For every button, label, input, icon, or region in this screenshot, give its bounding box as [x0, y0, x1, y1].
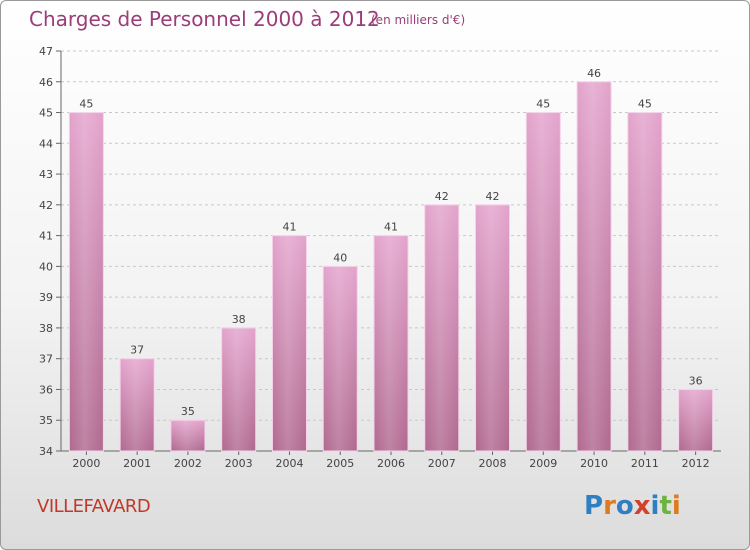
- y-tick-label: 42: [39, 199, 53, 212]
- x-tick-label: 2003: [225, 457, 253, 470]
- x-tick-label: 2000: [72, 457, 100, 470]
- x-tick-label: 2010: [580, 457, 608, 470]
- x-tick-label: 2006: [377, 457, 405, 470]
- logo-letter: i: [671, 491, 681, 521]
- y-tick-label: 43: [39, 168, 53, 181]
- y-tick-label: 36: [39, 383, 53, 396]
- bar-shine: [424, 204, 459, 451]
- y-tick-label: 40: [39, 260, 53, 273]
- labels: 34 35 36 37 38 39 40 41 42 43 44 45 46 47 2000 45 2001 37…: [39, 45, 710, 470]
- bar-shine: [627, 112, 662, 452]
- data-label: 41: [282, 221, 296, 234]
- proxiti-logo: Proxiti: [584, 491, 681, 521]
- bar-shine: [272, 235, 307, 451]
- bar-shine: [323, 266, 358, 451]
- y-tick-label: 34: [39, 445, 53, 458]
- commune-name: VILLEFAVARD: [37, 496, 151, 517]
- data-label: 37: [130, 344, 144, 357]
- data-label: 45: [638, 98, 652, 111]
- data-label: 45: [536, 98, 550, 111]
- logo-letter: x: [633, 491, 651, 521]
- bar-shine: [678, 389, 713, 451]
- x-tick-label: 2007: [428, 457, 456, 470]
- x-tick-label: 2008: [479, 457, 507, 470]
- y-tick-label: 44: [39, 137, 53, 150]
- unit-note: (en milliers d'€): [371, 13, 466, 27]
- x-tick-label: 2001: [123, 457, 151, 470]
- y-tick-label: 45: [39, 107, 53, 120]
- data-label: 35: [181, 405, 195, 418]
- bar-shine: [120, 358, 155, 451]
- logo-letter: t: [659, 491, 672, 521]
- bar-shine: [69, 112, 104, 452]
- data-label: 41: [384, 221, 398, 234]
- x-tick-label: 2005: [326, 457, 354, 470]
- logo-letter: o: [615, 491, 634, 521]
- x-tick-label: 2004: [275, 457, 303, 470]
- logo-letter: i: [650, 491, 660, 521]
- y-tick-label: 35: [39, 414, 53, 427]
- bar-shine: [526, 112, 561, 452]
- y-tick-label: 46: [39, 76, 53, 89]
- y-tick-label: 37: [39, 353, 53, 366]
- logo-letter: r: [603, 491, 616, 521]
- bars: [68, 81, 714, 452]
- bar-shine: [475, 204, 510, 451]
- bar-shine: [170, 420, 205, 451]
- data-label: 40: [333, 251, 347, 264]
- y-tick-label: 38: [39, 322, 53, 335]
- x-tick-label: 2011: [631, 457, 659, 470]
- data-label: 45: [79, 98, 93, 111]
- bar-shine: [221, 327, 256, 451]
- x-tick-label: 2012: [682, 457, 710, 470]
- y-tick-label: 39: [39, 291, 53, 304]
- data-label: 36: [689, 374, 703, 387]
- y-tick-label: 47: [39, 45, 53, 58]
- y-tick-label: 41: [39, 230, 53, 243]
- chart-title: Charges de Personnel 2000 à 2012: [29, 7, 380, 31]
- x-tick-label: 2002: [174, 457, 202, 470]
- data-label: 42: [486, 190, 500, 203]
- data-label: 38: [232, 313, 246, 326]
- bar-shine: [374, 235, 408, 451]
- bar-shine: [577, 81, 612, 452]
- logo-letter: P: [584, 491, 604, 521]
- data-label: 46: [587, 67, 601, 80]
- data-label: 42: [435, 190, 449, 203]
- x-tick-label: 2009: [529, 457, 557, 470]
